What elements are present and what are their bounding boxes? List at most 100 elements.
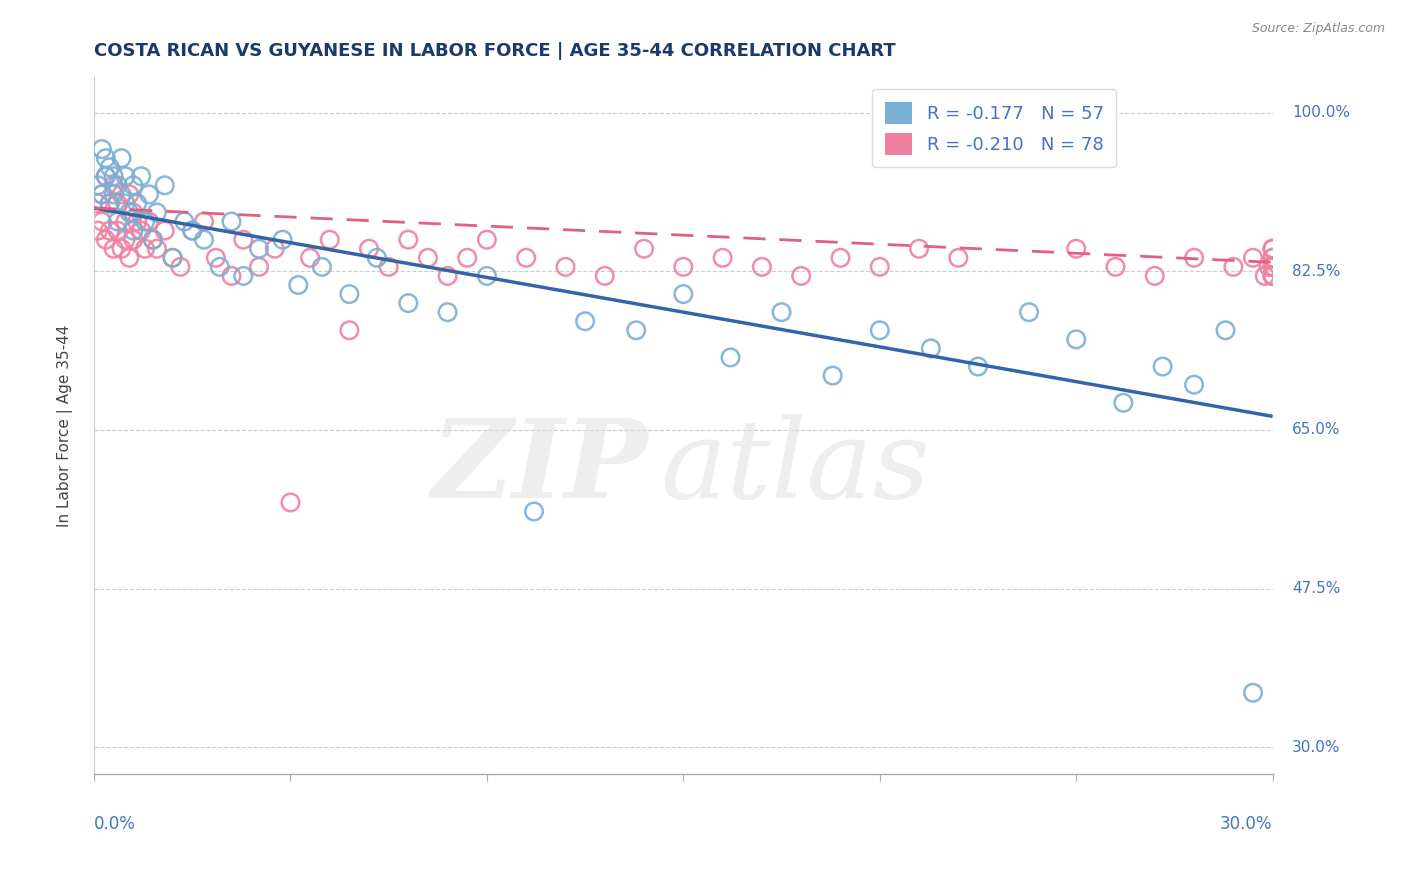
Point	[554, 260, 576, 274]
Point	[869, 260, 891, 274]
Point	[1182, 377, 1205, 392]
Point	[94, 151, 117, 165]
Point	[204, 251, 226, 265]
Point	[87, 196, 110, 211]
Point	[107, 196, 129, 211]
Point	[475, 233, 498, 247]
Point	[1215, 323, 1237, 337]
Point	[138, 214, 160, 228]
Point	[1261, 260, 1284, 274]
Point	[287, 277, 309, 292]
Point	[311, 260, 333, 274]
Point	[475, 268, 498, 283]
Point	[114, 196, 136, 211]
Point	[1152, 359, 1174, 374]
Point	[98, 160, 121, 174]
Point	[98, 196, 121, 211]
Point	[1064, 242, 1087, 256]
Point	[114, 214, 136, 228]
Point	[134, 214, 156, 228]
Point	[1261, 242, 1284, 256]
Point	[1241, 251, 1264, 265]
Point	[94, 169, 117, 184]
Point	[138, 187, 160, 202]
Point	[263, 242, 285, 256]
Point	[107, 178, 129, 193]
Point	[247, 260, 270, 274]
Point	[515, 251, 537, 265]
Point	[129, 224, 152, 238]
Point	[396, 296, 419, 310]
Point	[114, 233, 136, 247]
Point	[271, 233, 294, 247]
Point	[129, 169, 152, 184]
Point	[181, 224, 204, 238]
Point	[142, 233, 165, 247]
Point	[94, 169, 117, 184]
Point	[90, 214, 112, 228]
Point	[1261, 251, 1284, 265]
Text: 47.5%: 47.5%	[1292, 581, 1341, 596]
Point	[948, 251, 970, 265]
Point	[142, 233, 165, 247]
Text: 65.0%: 65.0%	[1292, 423, 1341, 437]
Point	[122, 205, 145, 219]
Point	[280, 495, 302, 509]
Point	[1104, 260, 1126, 274]
Point	[770, 305, 793, 319]
Point	[672, 287, 695, 301]
Point	[232, 233, 254, 247]
Point	[319, 233, 342, 247]
Point	[127, 214, 149, 228]
Point	[869, 323, 891, 337]
Point	[396, 233, 419, 247]
Point	[98, 224, 121, 238]
Point	[146, 242, 169, 256]
Point	[114, 169, 136, 184]
Point	[456, 251, 478, 265]
Point	[1112, 396, 1135, 410]
Point	[366, 251, 388, 265]
Point	[1064, 332, 1087, 346]
Point	[134, 242, 156, 256]
Point	[624, 323, 647, 337]
Y-axis label: In Labor Force | Age 35-44: In Labor Force | Age 35-44	[58, 324, 73, 526]
Point	[337, 323, 360, 337]
Point	[711, 251, 734, 265]
Text: 0.0%: 0.0%	[94, 815, 136, 833]
Point	[169, 260, 191, 274]
Point	[967, 359, 990, 374]
Point	[193, 233, 215, 247]
Text: ZIP: ZIP	[432, 414, 648, 521]
Point	[118, 205, 141, 219]
Point	[593, 268, 616, 283]
Point	[87, 224, 110, 238]
Point	[193, 214, 215, 228]
Point	[1182, 251, 1205, 265]
Point	[790, 268, 813, 283]
Point	[221, 214, 243, 228]
Point	[90, 187, 112, 202]
Point	[337, 287, 360, 301]
Point	[436, 268, 458, 283]
Point	[830, 251, 852, 265]
Point	[173, 214, 195, 228]
Text: 100.0%: 100.0%	[1292, 105, 1350, 120]
Point	[94, 233, 117, 247]
Point	[122, 178, 145, 193]
Point	[90, 187, 112, 202]
Point	[1261, 251, 1284, 265]
Point	[221, 268, 243, 283]
Point	[98, 196, 121, 211]
Point	[574, 314, 596, 328]
Point	[107, 224, 129, 238]
Point	[110, 151, 132, 165]
Point	[1261, 268, 1284, 283]
Point	[118, 251, 141, 265]
Point	[146, 205, 169, 219]
Point	[299, 251, 322, 265]
Point	[523, 504, 546, 518]
Point	[1254, 268, 1277, 283]
Point	[122, 224, 145, 238]
Point	[232, 268, 254, 283]
